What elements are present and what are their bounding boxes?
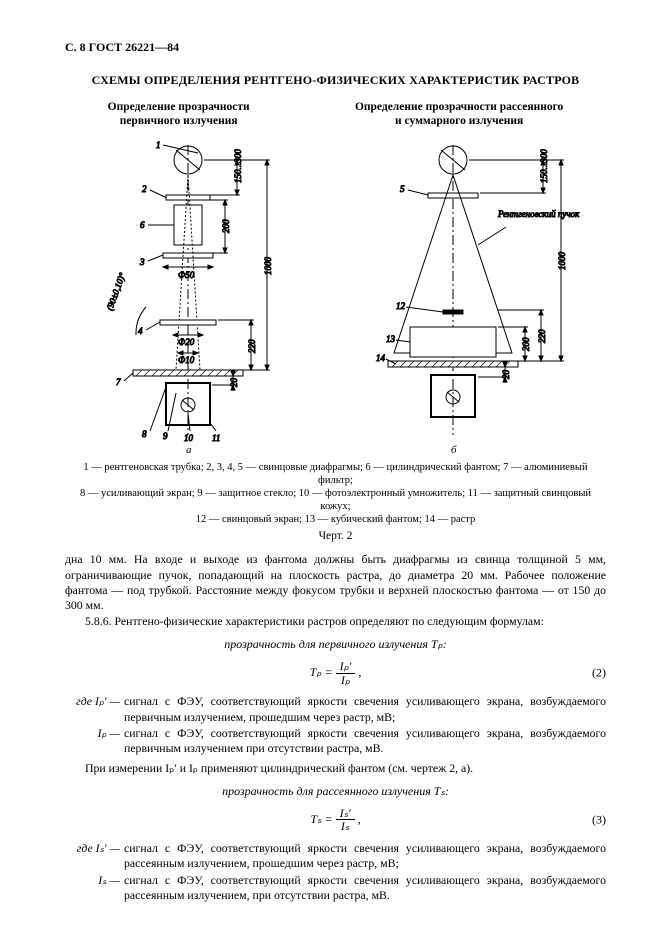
svg-text:13: 13	[386, 334, 396, 344]
figure-row: 1 2 6 3 Ф50	[65, 135, 606, 455]
svg-text:12: 12	[396, 301, 406, 311]
svg-text:220: 220	[537, 329, 547, 343]
svg-text:4: 4	[138, 326, 143, 336]
paragraph-2: 5.8.6. Рентгено-физические характеристик…	[65, 614, 606, 629]
figure-number: Черт. 2	[65, 530, 606, 542]
section-title: СХЕМЫ ОПРЕДЕЛЕНИЯ РЕНТГЕНО-ФИЗИЧЕСКИХ ХА…	[65, 73, 606, 88]
svg-text:6: 6	[140, 220, 145, 230]
svg-text:220: 220	[247, 339, 257, 353]
diagram-a: 1 2 6 3 Ф50	[78, 135, 323, 455]
equation-3: Tₛ = Iₛ′Iₛ , (3)	[65, 807, 606, 833]
svg-text:1000: 1000	[263, 256, 273, 275]
paragraph-1: дна 10 мм. На входе и выходе из фантома …	[65, 552, 606, 613]
svg-text:200: 200	[221, 219, 231, 233]
subtitle-a: Определение прозрачности первичного излу…	[108, 100, 250, 129]
svg-text:11: 11	[212, 433, 220, 443]
svg-text:Ф50: Ф50	[178, 270, 195, 280]
svg-text:Ф10: Ф10	[178, 355, 195, 365]
svg-text:7: 7	[116, 377, 121, 387]
svg-text:8: 8	[142, 429, 147, 439]
svg-text:9: 9	[163, 431, 168, 441]
svg-text:20: 20	[501, 369, 511, 379]
definitions-1: где Iₚ′ —сигнал с ФЭУ, соответствующий я…	[65, 694, 606, 756]
svg-text:Ф20: Ф20	[178, 337, 195, 347]
definitions-2: где Iₛ′ —сигнал с ФЭУ, соответствующий я…	[65, 841, 606, 903]
svg-text:б: б	[451, 444, 457, 455]
svg-text:14: 14	[376, 353, 386, 363]
svg-text:2: 2	[142, 184, 147, 194]
subtitle-b: Определение прозрачности рассеянного и с…	[355, 100, 563, 129]
svg-text:а: а	[186, 444, 192, 455]
svg-text:150...300: 150...300	[233, 149, 243, 183]
svg-text:150...300: 150...300	[539, 149, 549, 183]
paragraph-3: При измерении Iₚ′ и Iₚ применяют цилиндр…	[65, 761, 606, 776]
svg-text:200: 200	[521, 337, 531, 351]
svg-text:3: 3	[139, 257, 145, 267]
svg-text:(90±0,10)°: (90±0,10)°	[104, 271, 127, 312]
svg-text:5: 5	[400, 184, 405, 194]
equation-2: Tₚ = Iₚ′Iₚ , (2)	[65, 660, 606, 686]
svg-text:Рентгеновский пучок: Рентгеновский пучок	[497, 209, 580, 219]
svg-text:20: 20	[229, 377, 239, 387]
svg-text:1000: 1000	[557, 251, 567, 270]
page-header: С. 8 ГОСТ 26221—84	[65, 40, 606, 55]
svg-text:1: 1	[156, 140, 161, 150]
ts-label: прозрачность для рассеянного излучения T…	[65, 784, 606, 799]
svg-text:10: 10	[184, 433, 194, 443]
tp-label: прозрачность для первичного излучения Tₚ…	[65, 637, 606, 652]
diagram-b: 5 Рентгеновский пучок 12 13	[348, 135, 593, 455]
figure-legend: 1 — рентгеновская трубка; 2, 3, 4, 5 — с…	[65, 461, 606, 527]
